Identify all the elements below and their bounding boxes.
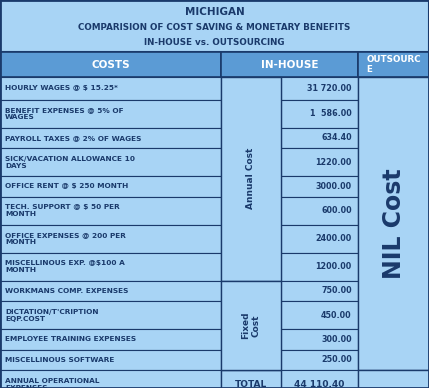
- FancyBboxPatch shape: [358, 225, 429, 253]
- FancyBboxPatch shape: [281, 148, 358, 176]
- FancyBboxPatch shape: [358, 329, 429, 350]
- FancyBboxPatch shape: [358, 370, 429, 388]
- FancyBboxPatch shape: [0, 77, 221, 100]
- Text: Annual Cost: Annual Cost: [247, 148, 255, 210]
- FancyBboxPatch shape: [358, 301, 429, 329]
- FancyBboxPatch shape: [221, 329, 281, 350]
- Text: BENEFIT EXPENSES @ 5% OF
WAGES: BENEFIT EXPENSES @ 5% OF WAGES: [5, 107, 124, 120]
- FancyBboxPatch shape: [281, 350, 358, 370]
- Text: HOURLY WAGES @ $ 15.25*: HOURLY WAGES @ $ 15.25*: [5, 85, 118, 91]
- Text: SICK/VACATION ALLOWANCE 10
DAYS: SICK/VACATION ALLOWANCE 10 DAYS: [5, 156, 135, 169]
- Text: 44 110.40: 44 110.40: [294, 379, 345, 388]
- FancyBboxPatch shape: [0, 197, 221, 225]
- FancyBboxPatch shape: [281, 301, 358, 329]
- FancyBboxPatch shape: [221, 281, 281, 301]
- FancyBboxPatch shape: [221, 176, 281, 197]
- FancyBboxPatch shape: [358, 197, 429, 225]
- FancyBboxPatch shape: [221, 370, 281, 388]
- FancyBboxPatch shape: [358, 350, 429, 370]
- Text: MISCELLINOUS EXP. @$100 A
MONTH: MISCELLINOUS EXP. @$100 A MONTH: [5, 260, 125, 273]
- Text: COMPARISION OF COST SAVING & MONETARY BENEFITS: COMPARISION OF COST SAVING & MONETARY BE…: [79, 23, 350, 33]
- FancyBboxPatch shape: [358, 370, 429, 388]
- FancyBboxPatch shape: [221, 301, 281, 329]
- FancyBboxPatch shape: [0, 281, 221, 301]
- Text: TOTAL: TOTAL: [235, 379, 267, 388]
- Text: 3000.00: 3000.00: [316, 182, 352, 191]
- FancyBboxPatch shape: [221, 225, 281, 253]
- Text: 634.40: 634.40: [321, 133, 352, 142]
- Text: DICTATION/T'CRIPTION
EQP.COST: DICTATION/T'CRIPTION EQP.COST: [5, 308, 99, 322]
- Text: NIL Cost: NIL Cost: [382, 168, 405, 279]
- FancyBboxPatch shape: [281, 128, 358, 148]
- Text: ANNUAL OPERATIONAL
EXPENSES: ANNUAL OPERATIONAL EXPENSES: [5, 378, 100, 388]
- FancyBboxPatch shape: [281, 329, 358, 350]
- FancyBboxPatch shape: [281, 370, 358, 388]
- FancyBboxPatch shape: [0, 329, 221, 350]
- FancyBboxPatch shape: [358, 100, 429, 128]
- Text: MICHIGAN: MICHIGAN: [184, 7, 245, 17]
- Text: PAYROLL TAXES @ 2% OF WAGES: PAYROLL TAXES @ 2% OF WAGES: [5, 135, 142, 141]
- Text: OFFICE RENT @ $ 250 MONTH: OFFICE RENT @ $ 250 MONTH: [5, 184, 128, 189]
- FancyBboxPatch shape: [0, 225, 221, 253]
- FancyBboxPatch shape: [281, 100, 358, 128]
- FancyBboxPatch shape: [0, 100, 221, 128]
- FancyBboxPatch shape: [358, 77, 429, 100]
- FancyBboxPatch shape: [221, 77, 281, 100]
- Text: 1200.00: 1200.00: [316, 262, 352, 271]
- FancyBboxPatch shape: [358, 176, 429, 197]
- Text: COSTS: COSTS: [91, 60, 130, 69]
- Text: 1  586.00: 1 586.00: [310, 109, 352, 118]
- Text: 300.00: 300.00: [321, 335, 352, 344]
- FancyBboxPatch shape: [221, 148, 281, 176]
- FancyBboxPatch shape: [221, 281, 281, 370]
- FancyBboxPatch shape: [281, 253, 358, 281]
- Text: OFFICE EXPENSES @ 200 PER
MONTH: OFFICE EXPENSES @ 200 PER MONTH: [5, 232, 126, 245]
- Text: 2400.00: 2400.00: [316, 234, 352, 243]
- FancyBboxPatch shape: [358, 148, 429, 176]
- FancyBboxPatch shape: [358, 253, 429, 281]
- Text: 31 720.00: 31 720.00: [307, 84, 352, 93]
- FancyBboxPatch shape: [221, 52, 358, 77]
- Text: IN-HOUSE vs. OUTSOURCING: IN-HOUSE vs. OUTSOURCING: [144, 38, 285, 47]
- FancyBboxPatch shape: [281, 77, 358, 100]
- Text: IN-HOUSE: IN-HOUSE: [261, 60, 318, 69]
- FancyBboxPatch shape: [0, 301, 221, 329]
- FancyBboxPatch shape: [281, 225, 358, 253]
- FancyBboxPatch shape: [221, 350, 281, 370]
- Text: MISCELLINOUS SOFTWARE: MISCELLINOUS SOFTWARE: [5, 357, 115, 363]
- FancyBboxPatch shape: [221, 370, 281, 388]
- FancyBboxPatch shape: [0, 350, 221, 370]
- FancyBboxPatch shape: [281, 197, 358, 225]
- FancyBboxPatch shape: [358, 281, 429, 301]
- FancyBboxPatch shape: [0, 370, 221, 388]
- FancyBboxPatch shape: [358, 128, 429, 148]
- FancyBboxPatch shape: [221, 197, 281, 225]
- Text: 1220.00: 1220.00: [315, 158, 352, 167]
- FancyBboxPatch shape: [0, 128, 221, 148]
- Text: 600.00: 600.00: [321, 206, 352, 215]
- Text: 250.00: 250.00: [321, 355, 352, 364]
- FancyBboxPatch shape: [0, 176, 221, 197]
- FancyBboxPatch shape: [221, 100, 281, 128]
- Text: 450.00: 450.00: [321, 310, 352, 320]
- Text: Fixed
Cost: Fixed Cost: [241, 312, 261, 339]
- FancyBboxPatch shape: [281, 176, 358, 197]
- FancyBboxPatch shape: [358, 77, 429, 370]
- FancyBboxPatch shape: [0, 253, 221, 281]
- Text: 750.00: 750.00: [321, 286, 352, 295]
- FancyBboxPatch shape: [0, 0, 429, 52]
- Text: TECH. SUPPORT @ $ 50 PER
MONTH: TECH. SUPPORT @ $ 50 PER MONTH: [5, 204, 120, 217]
- FancyBboxPatch shape: [221, 128, 281, 148]
- FancyBboxPatch shape: [221, 77, 281, 281]
- FancyBboxPatch shape: [0, 148, 221, 176]
- FancyBboxPatch shape: [358, 52, 429, 77]
- FancyBboxPatch shape: [221, 253, 281, 281]
- Text: EMPLOYEE TRAINING EXPENSES: EMPLOYEE TRAINING EXPENSES: [5, 336, 136, 342]
- Text: OUTSOURC
E: OUTSOURC E: [366, 55, 421, 74]
- FancyBboxPatch shape: [0, 52, 221, 77]
- FancyBboxPatch shape: [281, 281, 358, 301]
- Text: WORKMANS COMP. EXPENSES: WORKMANS COMP. EXPENSES: [5, 288, 129, 294]
